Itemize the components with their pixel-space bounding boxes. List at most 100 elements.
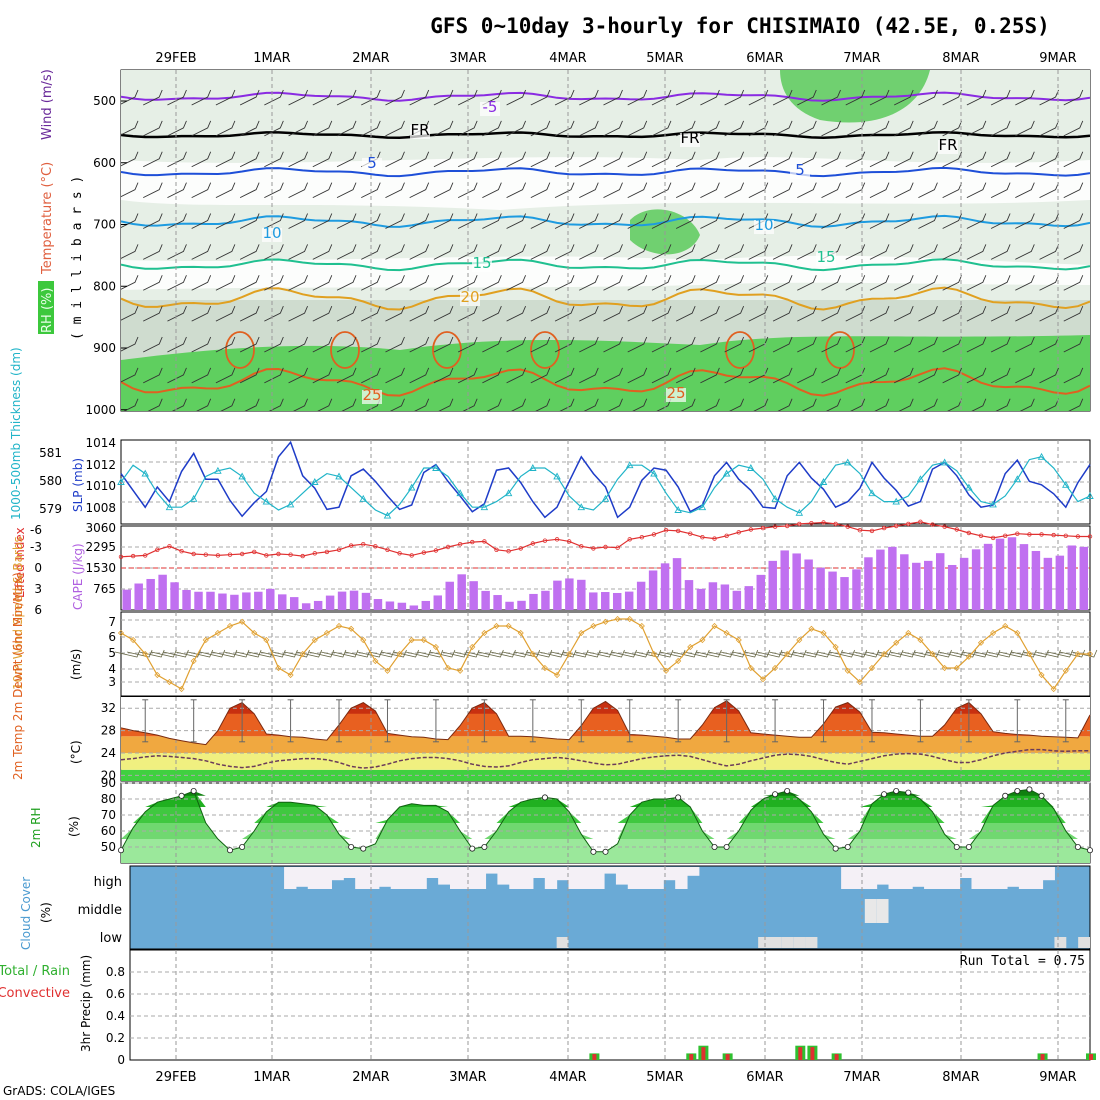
wind10m-marker xyxy=(881,650,888,658)
li-marker xyxy=(542,538,548,543)
cape-bar xyxy=(744,586,754,610)
wind10m-barb xyxy=(962,649,989,658)
wind-barb xyxy=(603,336,623,353)
wind-barb xyxy=(191,120,212,137)
wind-barb xyxy=(821,213,841,229)
wind-barb xyxy=(675,213,696,229)
wind-barb xyxy=(1015,336,1035,353)
tick-label: 4 xyxy=(108,662,116,676)
wind10m-barb xyxy=(647,649,674,658)
rh2m-marker xyxy=(723,844,730,851)
wind10m-marker xyxy=(832,643,839,651)
wind10m-barb xyxy=(623,649,650,658)
cloud-level-middle: middle xyxy=(78,903,122,918)
wind-barb xyxy=(123,398,139,411)
cape-bar xyxy=(433,595,442,610)
cloud-cell-high xyxy=(544,867,558,889)
wind-barb xyxy=(530,367,551,384)
wind-barb xyxy=(627,89,648,106)
wind-barb xyxy=(966,275,987,291)
thickness-marker xyxy=(965,483,973,491)
wind-barb xyxy=(772,120,793,137)
cape-bar xyxy=(947,564,957,610)
wind-barb xyxy=(530,244,551,260)
cape-bar xyxy=(684,580,694,610)
wind-barb xyxy=(506,305,527,322)
wind10m-marker xyxy=(166,678,173,686)
wind10m-marker xyxy=(941,664,948,672)
wind-barb xyxy=(603,367,623,384)
wind-barb xyxy=(797,275,817,291)
precip-bar-convective xyxy=(810,1047,815,1060)
wind-barb xyxy=(361,89,381,106)
cape-bar xyxy=(852,569,861,610)
rh2m-marker xyxy=(239,844,246,851)
wind10m-marker xyxy=(747,664,754,672)
wind-barb xyxy=(966,305,987,322)
wind-barb xyxy=(724,305,745,322)
wind-barb xyxy=(288,213,308,229)
wind-barb xyxy=(530,213,551,229)
wind-barb xyxy=(264,336,284,353)
wind10m-marker xyxy=(529,650,536,658)
li-marker xyxy=(615,545,620,550)
li-marker xyxy=(1087,534,1093,539)
contour-label: FR xyxy=(938,136,957,154)
cape-bar xyxy=(971,549,981,610)
wind10m-marker xyxy=(590,622,597,630)
rh2m-marker xyxy=(178,792,185,799)
wind-barb xyxy=(990,151,1011,168)
cape-bar xyxy=(301,603,311,610)
wind10m-barb xyxy=(829,649,856,658)
wind-barb xyxy=(530,275,551,291)
cape-bar xyxy=(756,574,765,610)
wind10m-marker xyxy=(965,653,972,660)
wind-barb xyxy=(869,336,890,353)
wind-barb xyxy=(748,244,769,260)
cape-bar xyxy=(577,579,586,610)
wind-barb xyxy=(143,244,163,260)
wind-barb xyxy=(579,275,599,291)
wind-barb xyxy=(579,182,599,199)
li-marker xyxy=(906,521,911,527)
contour-label-bg xyxy=(472,258,492,272)
wind-barb xyxy=(409,213,430,229)
rh2m-marker xyxy=(711,844,718,851)
wind-barb xyxy=(506,275,527,291)
wind-barb xyxy=(486,398,502,411)
wind-barb xyxy=(966,244,987,260)
cape-bar xyxy=(553,580,562,610)
cape-bar xyxy=(373,599,383,610)
wind10m-barb xyxy=(114,649,141,658)
wind10m-barb xyxy=(478,649,504,658)
cloud-cell-high xyxy=(497,867,510,885)
rh2m-marker xyxy=(190,788,197,795)
wind-barb xyxy=(482,120,502,137)
wind-barb xyxy=(893,213,914,229)
li-marker xyxy=(433,548,439,553)
li-marker xyxy=(239,551,245,557)
li-marker xyxy=(215,553,221,558)
run-total: Run Total = 0.75 xyxy=(960,954,1085,969)
li-marker xyxy=(361,542,366,547)
wind-barb xyxy=(1015,120,1035,137)
wind-barb xyxy=(579,336,599,353)
thickness-marker xyxy=(843,458,852,466)
cloud-cell-low xyxy=(805,937,818,948)
wind-barb xyxy=(264,120,284,137)
wind-barb xyxy=(341,398,357,411)
wind10m-marker xyxy=(335,622,343,630)
contour-label: 15 xyxy=(472,254,491,272)
wind10m-barb xyxy=(175,649,201,658)
wind-barb xyxy=(1015,213,1035,229)
wind10m-barb xyxy=(139,649,165,658)
wind-barb xyxy=(143,182,163,199)
wind10m-series xyxy=(117,615,1094,693)
wind-barb xyxy=(821,89,841,106)
thickness-marker xyxy=(577,503,586,511)
cape-bar xyxy=(708,582,718,610)
rh2m-marker xyxy=(881,791,888,798)
wind10m-marker xyxy=(1002,622,1009,630)
